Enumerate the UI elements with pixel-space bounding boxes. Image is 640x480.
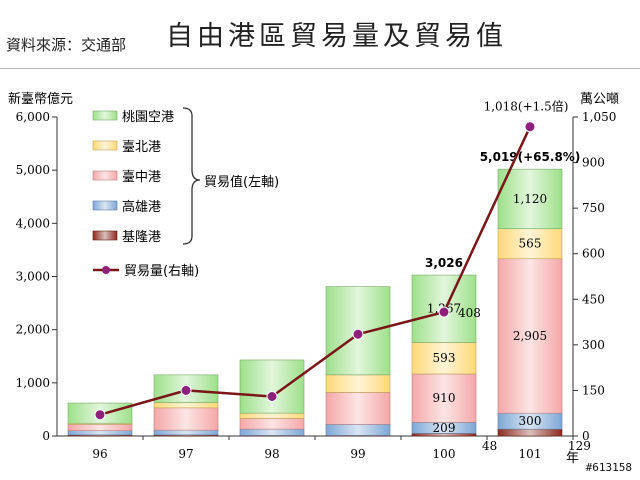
right-tick-label: 300 <box>582 338 605 352</box>
legend-bracket <box>182 107 201 245</box>
x-tick-label: 98 <box>264 447 279 461</box>
bar-segment <box>153 407 219 431</box>
legend-swatch <box>92 140 118 151</box>
right-tick-label: 600 <box>582 247 605 261</box>
right-tick-label: 1,050 <box>582 110 616 124</box>
bar-value-label: 565 <box>519 237 542 251</box>
bar-segment <box>153 429 219 436</box>
right-tick-label: 450 <box>582 292 605 306</box>
right-axis-title: 萬公噸 <box>580 92 619 107</box>
bar-segment <box>239 418 305 430</box>
chart-title: 自由港區貿易量及貿易值 <box>166 21 507 52</box>
x-tick-label: 101 <box>519 447 542 461</box>
left-tick-label: 5,000 <box>16 163 50 177</box>
bar-value-label: 2,905 <box>513 329 547 343</box>
legend-label: 貿易量(右軸) <box>124 264 199 279</box>
bar-total-label: 3,026 <box>425 256 463 270</box>
bar-value-label: 209 <box>433 421 456 435</box>
trade-volume-point <box>524 121 536 133</box>
bar-value-label: 593 <box>433 351 456 365</box>
bar-segment <box>411 342 477 375</box>
bar-segment <box>325 392 391 425</box>
trade-volume-point <box>438 306 450 318</box>
x-tick-label: 96 <box>92 447 107 461</box>
legend-line-marker <box>102 266 110 274</box>
bar-segment <box>67 424 133 431</box>
right-tick-label: 750 <box>582 201 605 215</box>
left-tick-label: 1,000 <box>16 376 50 390</box>
bar-segment <box>325 424 391 436</box>
x-tick-label: 97 <box>178 447 193 461</box>
legend-bracket-label: 貿易值(左軸) <box>204 174 279 190</box>
bar-segment <box>67 430 133 436</box>
bar-segment <box>411 373 477 423</box>
bar-segment <box>153 402 219 409</box>
bar-segment <box>239 412 305 419</box>
legend-label: 高雄港 <box>122 199 161 215</box>
legend-swatch <box>92 110 118 121</box>
bar-total-label: 5,019(+65.8%) <box>480 150 581 164</box>
right-tick-label: 900 <box>582 156 605 170</box>
trade-volume-point <box>352 328 364 340</box>
x-tick-label: 100 <box>433 447 456 461</box>
legend-label: 臺中港 <box>122 170 161 185</box>
bar-value-label: 129 <box>568 439 591 453</box>
trade-volume-point <box>266 391 278 403</box>
image-id-watermark: #613158 <box>585 461 632 474</box>
bar-segment <box>497 258 563 414</box>
header-divider <box>0 68 640 69</box>
left-tick-label: 4,000 <box>16 216 50 230</box>
line-value-label: 408 <box>458 306 481 320</box>
bar-segment <box>497 168 563 230</box>
bar-value-label: 1,120 <box>513 192 547 206</box>
source-note: 資料來源：交通部 <box>6 36 127 54</box>
bar-segment <box>497 428 563 437</box>
legend-swatch <box>92 170 118 181</box>
bar-value-label: 48 <box>482 439 497 453</box>
left-tick-label: 0 <box>42 429 50 443</box>
bar-value-label: 910 <box>433 391 456 405</box>
right-tick-label: 0 <box>582 429 590 443</box>
x-unit-label: 年 <box>566 451 579 466</box>
trade-volume-line <box>99 126 532 416</box>
bar-value-label: 300 <box>519 414 542 428</box>
left-tick-label: 3,000 <box>16 270 50 284</box>
bar-segment <box>239 359 305 414</box>
line-value-label: 1,018(+1.5倍) <box>484 99 569 114</box>
legend-swatch <box>92 200 118 211</box>
legend-swatch <box>92 230 118 241</box>
legend-label: 桃園空港 <box>122 110 174 125</box>
x-tick-label: 99 <box>350 447 365 461</box>
left-axis-title: 新臺幣億元 <box>8 91 73 107</box>
left-tick-label: 2,000 <box>16 323 50 337</box>
trade-volume-point <box>180 384 192 396</box>
left-tick-label: 6,000 <box>16 110 50 124</box>
right-tick-label: 150 <box>582 383 605 397</box>
legend-label: 基隆港 <box>122 230 161 245</box>
trade-volume-point <box>94 409 106 421</box>
bar-segment <box>325 374 391 393</box>
legend-label: 臺北港 <box>122 140 161 155</box>
bar-segment <box>239 428 305 436</box>
